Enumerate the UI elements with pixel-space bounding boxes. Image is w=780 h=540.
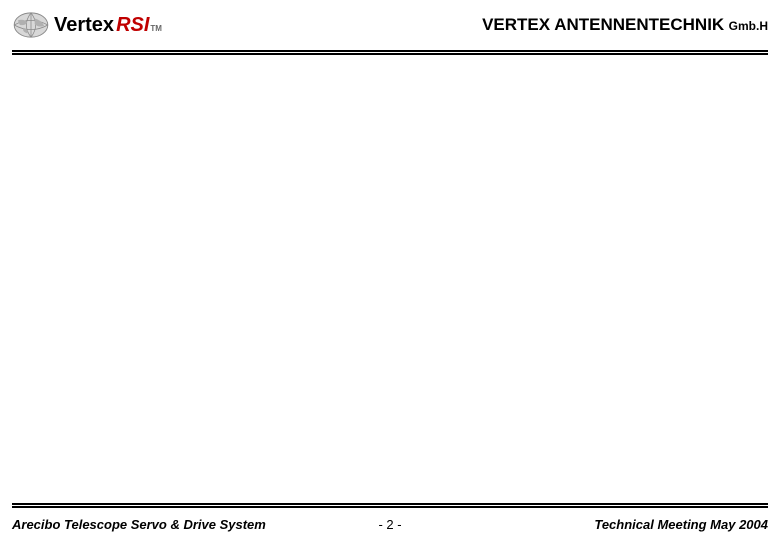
vertex-logo: VertexRSITM bbox=[12, 11, 162, 39]
company-suffix: Gmb.H bbox=[729, 19, 768, 33]
slide-footer: Arecibo Telescope Servo & Drive System -… bbox=[0, 508, 780, 540]
footer-meeting: Technical Meeting May 2004 bbox=[594, 517, 768, 532]
company-main: VERTEX ANTENNENTECHNIK bbox=[482, 15, 724, 34]
footer-title: Arecibo Telescope Servo & Drive System bbox=[12, 517, 266, 532]
logo-sub-text: RSI bbox=[116, 14, 149, 37]
logo-main-text: Vertex bbox=[54, 14, 114, 37]
company-name: VERTEX ANTENNENTECHNIK Gmb.H bbox=[482, 15, 768, 35]
logo-text: VertexRSITM bbox=[54, 14, 162, 37]
header-rule bbox=[12, 50, 768, 55]
logo-trademark: TM bbox=[150, 24, 162, 33]
page-number: - 2 - bbox=[378, 517, 401, 532]
globe-icon bbox=[12, 11, 50, 39]
slide-header: VertexRSITM VERTEX ANTENNENTECHNIK Gmb.H bbox=[0, 0, 780, 50]
